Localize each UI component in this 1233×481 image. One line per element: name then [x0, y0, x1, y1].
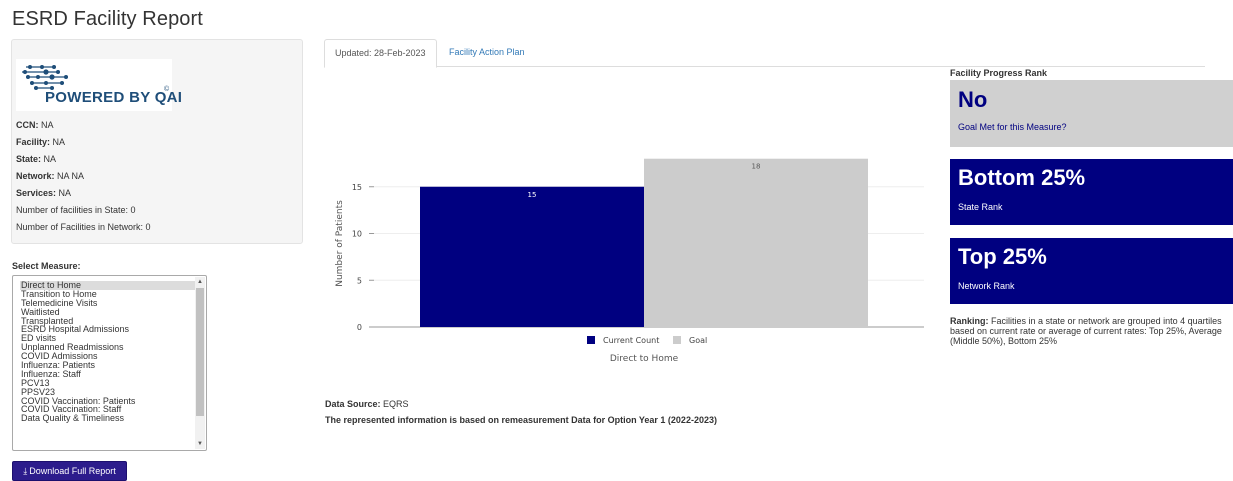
- bar-goal: [644, 158, 868, 327]
- measure-option[interactable]: ESRD Hospital Admissions: [21, 324, 130, 335]
- facility-details: CCN: NA Facility: NA State: NA Network: …: [16, 117, 151, 236]
- state-rank-label: State Rank: [958, 202, 1003, 212]
- network-rank-label: Network Rank: [958, 281, 1015, 291]
- download-button-label: Download Full Report: [29, 466, 116, 476]
- goal-met-label: Goal Met for this Measure?: [958, 122, 1067, 132]
- state-label: State:: [16, 154, 42, 164]
- y-tick-label: 0: [357, 323, 362, 332]
- tab-facility-action-plan[interactable]: Facility Action Plan: [449, 47, 525, 57]
- data-source-value: EQRS: [383, 399, 409, 409]
- ranking-note: Ranking: Facilities in a state or networ…: [950, 316, 1233, 346]
- services-value: NA: [58, 188, 72, 198]
- measure-option[interactable]: Transplanted: [21, 315, 74, 326]
- qai-logo: POWERED BY QAI ©: [16, 59, 182, 111]
- measure-option[interactable]: PCV13: [21, 377, 50, 388]
- facility-line: Facility: NA: [16, 134, 151, 151]
- measure-option[interactable]: Telemedicine Visits: [21, 297, 98, 308]
- x-axis-label: Direct to Home: [610, 354, 679, 364]
- legend-label: Current Count: [603, 336, 659, 345]
- goal-met-value: No: [958, 87, 988, 112]
- y-axis-label: Number of Patients: [335, 200, 345, 287]
- measure-bar-chart: 0 5 10 15 15 18 Number of Patients Current Coun…: [335, 158, 924, 364]
- measure-option[interactable]: Transition to Home: [21, 288, 97, 299]
- network-line: Network: NA NA: [16, 168, 151, 185]
- measure-option[interactable]: COVID Admissions: [21, 351, 98, 362]
- logo-text: POWERED BY QAI: [45, 89, 183, 106]
- facilities-in-network: Number of Facilities in Network: 0: [16, 222, 151, 232]
- ccn-value: NA: [41, 120, 54, 130]
- listbox-scrollbar[interactable]: ▲ ▼: [195, 277, 205, 449]
- measure-option[interactable]: Waitlisted: [21, 306, 60, 317]
- facility-value: NA: [52, 137, 66, 147]
- state-value: NA: [43, 154, 57, 164]
- facility-label: Facility:: [16, 137, 51, 147]
- measure-option[interactable]: Influenza: Staff: [21, 368, 81, 379]
- measure-option[interactable]: Data Quality & Timeliness: [21, 413, 125, 424]
- legend-swatch: [673, 336, 681, 344]
- state-rank-value: Bottom 25%: [958, 165, 1086, 190]
- measure-options: Direct to Home Transition to Home Telemedi…: [20, 281, 196, 423]
- y-tick-label: 5: [357, 276, 362, 285]
- y-tick-label: 15: [352, 183, 362, 192]
- measure-option[interactable]: Direct to Home: [20, 281, 196, 290]
- ranking-note-text: Facilities in a state or network are gro…: [950, 316, 1222, 346]
- progress-rank-title: Facility Progress Rank: [950, 68, 1048, 78]
- tab-updated[interactable]: Updated: 28-Feb-2023: [324, 39, 437, 68]
- report-tabs: Updated: 28-Feb-2023 Facility Action Pla…: [324, 39, 1205, 68]
- measure-option[interactable]: PPSV23: [21, 386, 56, 397]
- measure-option[interactable]: ED visits: [21, 333, 57, 344]
- measure-listbox[interactable]: Direct to Home Transition to Home Telemedi…: [12, 275, 207, 451]
- ccn-line: CCN: NA: [16, 117, 151, 134]
- measure-option[interactable]: COVID Vaccination: Patients: [21, 395, 136, 406]
- state-rank-box: Bottom 25% State Rank: [950, 159, 1233, 225]
- services-label: Services:: [16, 188, 57, 198]
- data-source-line: Data Source: EQRS: [325, 399, 409, 409]
- y-tick-label: 10: [352, 230, 362, 239]
- legend-label: Goal: [689, 336, 707, 345]
- services-line: Services: NA: [16, 185, 151, 202]
- measure-option[interactable]: Influenza: Patients: [21, 360, 96, 371]
- facilities-in-state: Number of facilities in State: 0: [16, 205, 136, 215]
- download-full-report-button[interactable]: ⤓ Download Full Report: [12, 461, 127, 481]
- network-dots-icon: [22, 65, 68, 90]
- network-value: NA NA: [57, 171, 85, 181]
- measure-option[interactable]: Unplanned Readmissions: [21, 342, 124, 353]
- page-title: ESRD Facility Report: [12, 8, 203, 30]
- select-measure-label: Select Measure:: [12, 261, 81, 271]
- logo-copyright: ©: [164, 86, 170, 93]
- download-icon: ⤓: [23, 466, 28, 476]
- scroll-thumb[interactable]: [196, 288, 204, 416]
- bar-value-label: 15: [528, 191, 537, 199]
- scroll-down-arrow-icon[interactable]: ▼: [197, 441, 203, 447]
- ranking-note-label: Ranking:: [950, 316, 989, 326]
- measure-option[interactable]: COVID Vaccination: Staff: [21, 404, 122, 415]
- network-label: Network:: [16, 171, 55, 181]
- bar-current-count: [420, 186, 644, 327]
- network-rank-value: Top 25%: [958, 244, 1047, 269]
- remeasurement-note: The represented information is based on …: [325, 415, 717, 425]
- legend-swatch: [587, 336, 595, 344]
- scroll-up-arrow-icon[interactable]: ▲: [197, 279, 203, 285]
- data-source-label: Data Source:: [325, 399, 381, 409]
- goal-met-box: No Goal Met for this Measure?: [950, 80, 1233, 147]
- network-rank-box: Top 25% Network Rank: [950, 238, 1233, 304]
- state-line: State: NA: [16, 151, 151, 168]
- facility-info-panel: POWERED BY QAI © CCN: NA Facility: NA St…: [11, 39, 303, 244]
- ccn-label: CCN:: [16, 120, 39, 130]
- bar-value-label: 18: [752, 163, 761, 171]
